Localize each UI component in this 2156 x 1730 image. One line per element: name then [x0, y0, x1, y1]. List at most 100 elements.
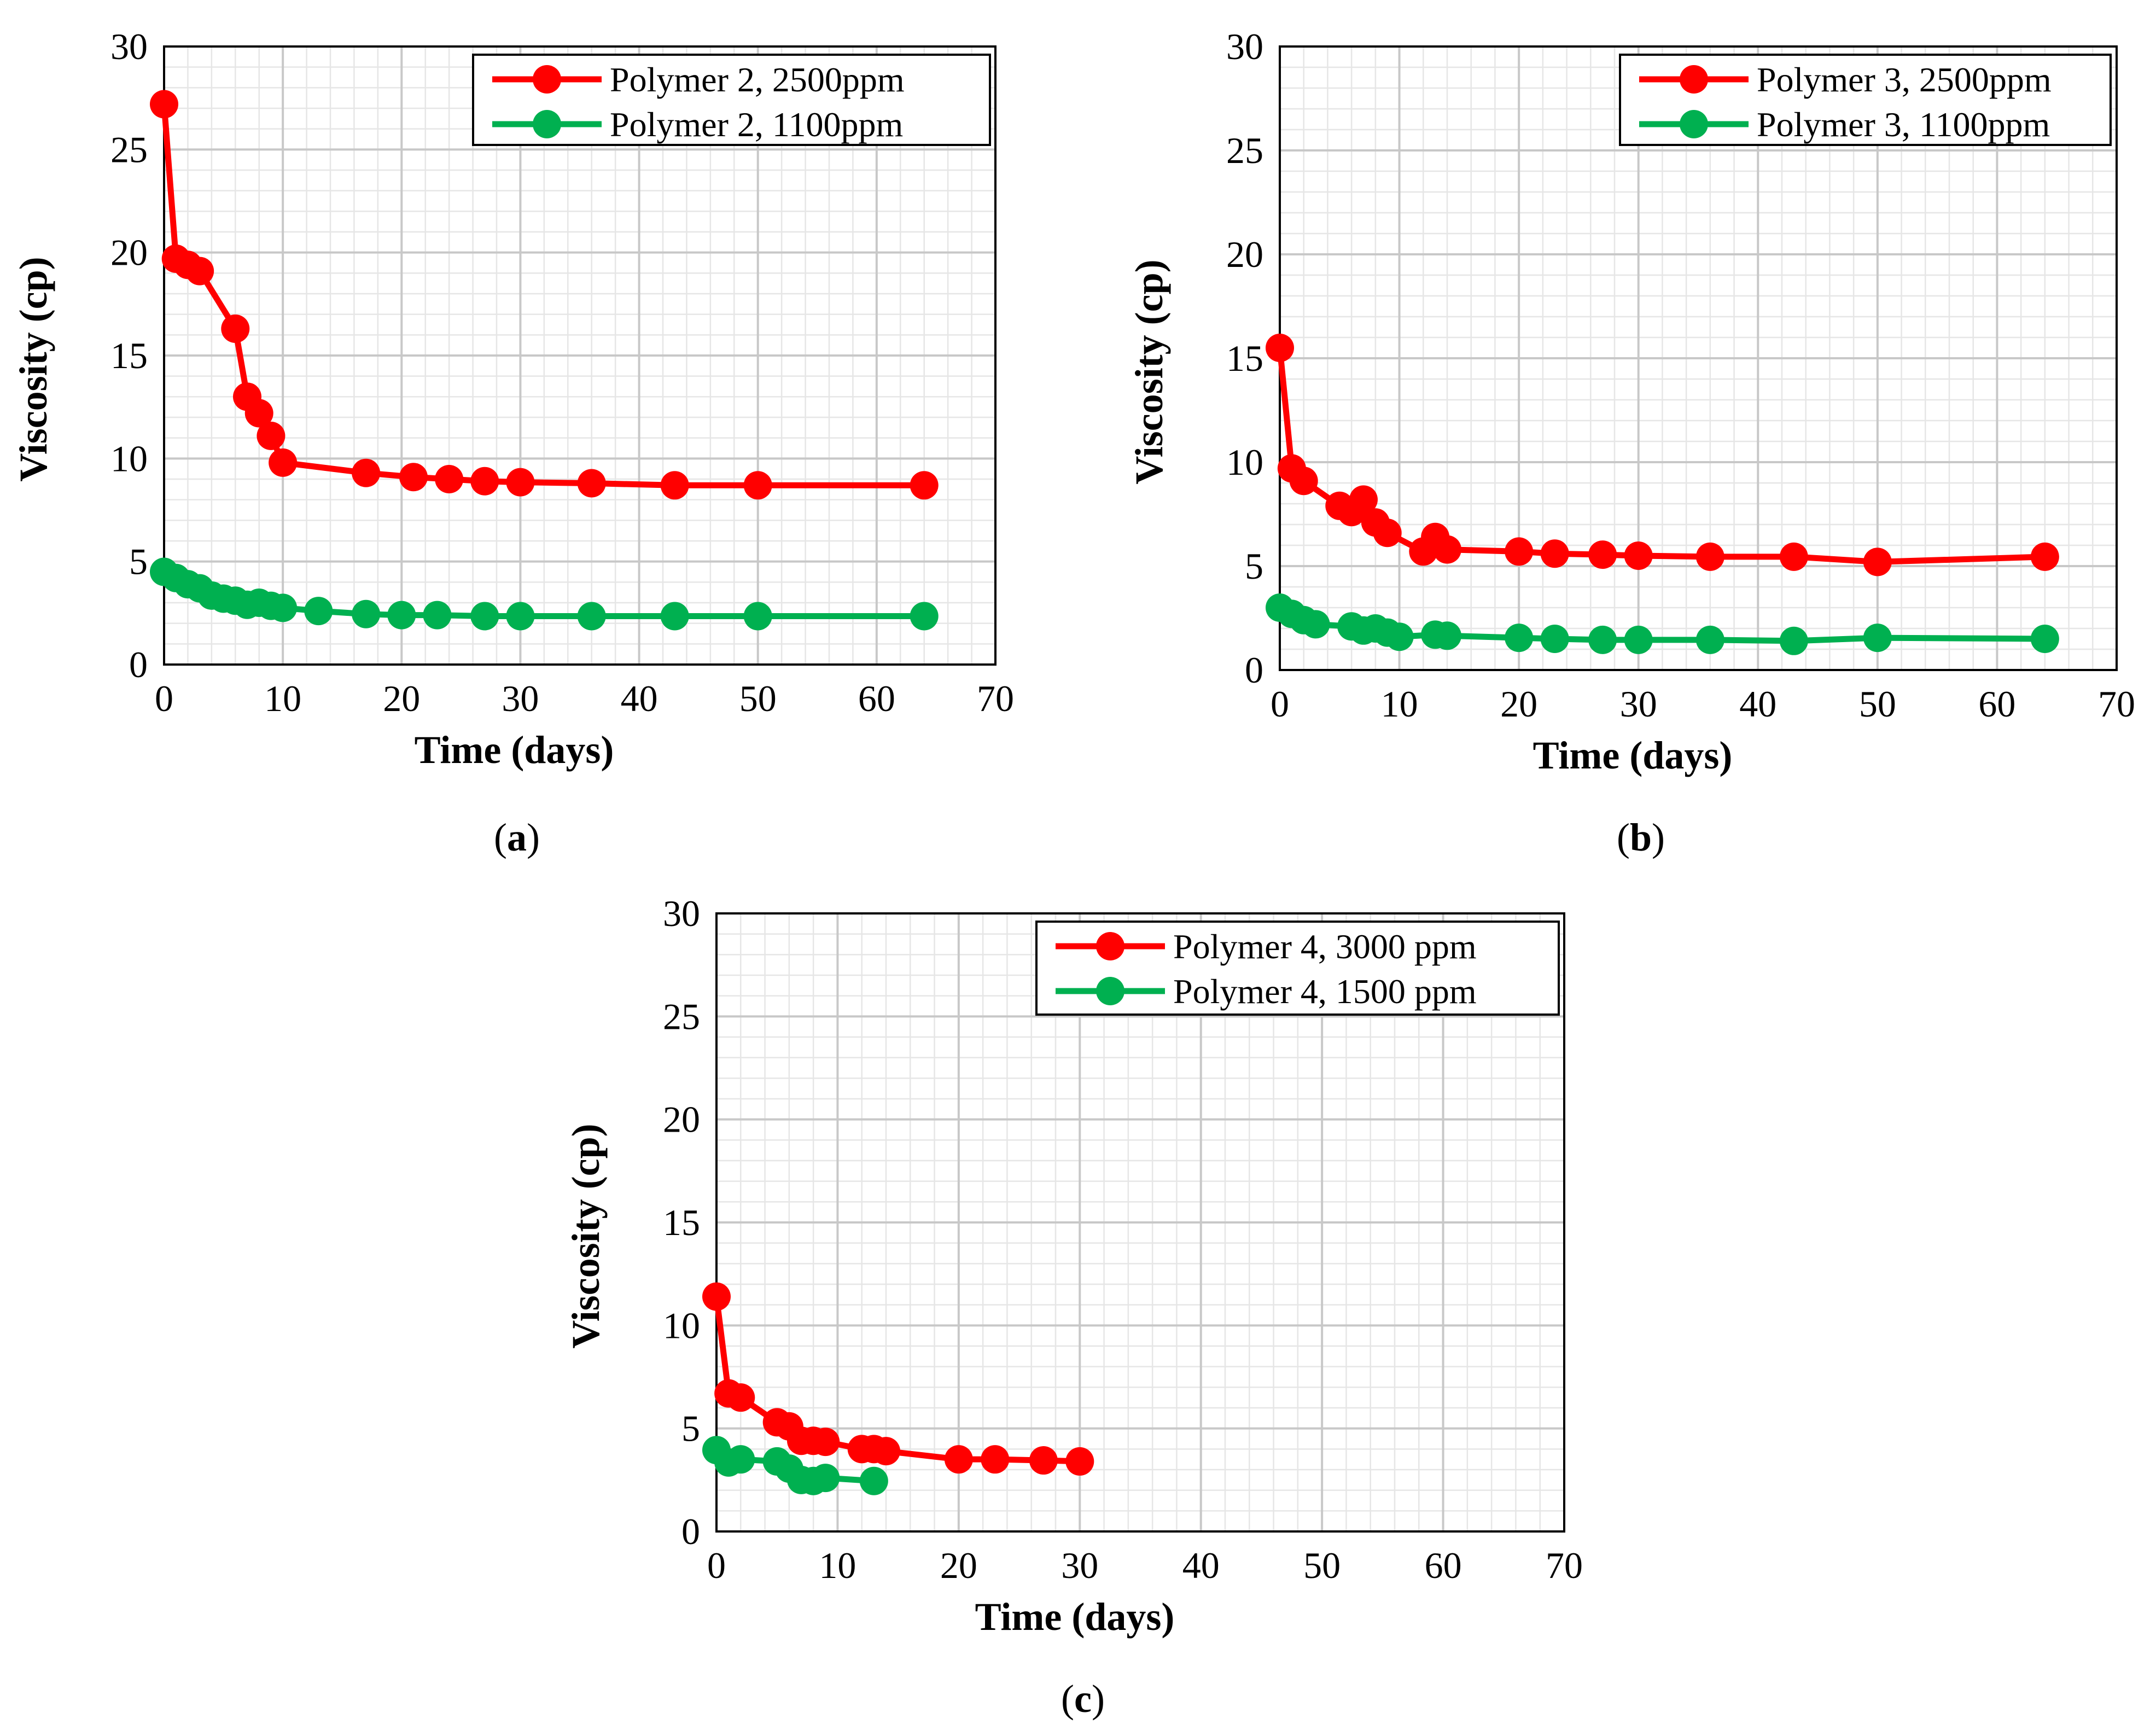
data-point — [743, 471, 772, 500]
y-tick-label: 30 — [663, 893, 700, 934]
x-tick-label: 50 — [739, 678, 777, 719]
legend-marker — [533, 110, 561, 138]
data-point — [1029, 1446, 1058, 1475]
y-tick-label: 20 — [1226, 234, 1263, 275]
x-axis-title: Time (days) — [415, 728, 614, 772]
data-point — [1588, 540, 1617, 569]
data-point — [811, 1464, 840, 1493]
data-point — [1695, 625, 1724, 654]
plot-border — [715, 912, 1565, 1533]
panel-label-close: ) — [1652, 816, 1665, 859]
y-tick-label: 5 — [129, 541, 148, 583]
y-tick-label: 10 — [110, 438, 148, 479]
panel-label-close: ) — [527, 816, 540, 859]
data-point — [1065, 1447, 1094, 1476]
panel-label-letter: a — [507, 816, 527, 859]
y-tick-label: 30 — [110, 26, 148, 67]
data-point — [981, 1445, 1010, 1474]
data-point — [304, 597, 333, 626]
data-point — [423, 601, 452, 630]
data-point — [660, 471, 689, 500]
x-tick-label: 70 — [977, 678, 1014, 719]
series-low-concentration — [1266, 593, 2059, 655]
data-point — [1505, 624, 1534, 653]
y-tick-label: 15 — [663, 1202, 700, 1243]
y-tick-label: 5 — [681, 1408, 700, 1449]
data-point — [1301, 610, 1330, 639]
data-point — [726, 1445, 755, 1474]
y-tick-label: 10 — [663, 1304, 700, 1346]
x-tick-label: 60 — [1978, 683, 2015, 725]
x-axis-title: Time (days) — [975, 1595, 1175, 1639]
data-point — [577, 602, 606, 631]
y-tick-label: 25 — [110, 129, 148, 170]
legend-marker — [1680, 110, 1708, 138]
x-tick-label: 10 — [264, 678, 301, 719]
series-low-concentration — [702, 1436, 888, 1495]
panel-label: (c) — [1061, 1677, 1105, 1721]
x-tick-label: 10 — [819, 1545, 856, 1586]
panel-label-letter: c — [1074, 1677, 1092, 1721]
chart-panel-b: 0 10 20 30 40 50 60 70 0 5 10 15 20 25 30 Time (days) Vi… — [1127, 26, 2135, 859]
data-point — [435, 465, 464, 493]
data-point — [1624, 625, 1653, 654]
data-point — [352, 599, 381, 628]
legend-entry: Polymer 2, 1100ppm — [610, 105, 903, 144]
data-point — [1863, 624, 1892, 653]
data-point — [257, 421, 285, 450]
legend: Polymer 3, 2500ppm Polymer 3, 1100ppm — [1619, 54, 2112, 146]
data-point — [399, 463, 428, 492]
data-point — [944, 1445, 973, 1474]
y-tick-label: 15 — [110, 335, 148, 376]
y-axis-title: Viscosity (cp) — [1127, 259, 1171, 484]
legend: Polymer 4, 3000 ppm Polymer 4, 1500 ppm — [1035, 921, 1560, 1016]
x-tick-label: 50 — [1303, 1545, 1341, 1586]
x-tick-label: 40 — [1739, 683, 1776, 725]
y-tick-label: 15 — [1226, 337, 1263, 379]
x-tick-label: 70 — [2098, 683, 2135, 725]
panel-label: (a) — [494, 816, 540, 859]
legend-entry: Polymer 4, 3000 ppm — [1173, 927, 1477, 966]
x-tick-label: 10 — [1381, 683, 1418, 725]
data-point — [221, 314, 250, 343]
data-point — [1540, 625, 1569, 653]
y-tick-label: 5 — [1245, 545, 1263, 587]
data-point — [1779, 542, 1808, 571]
data-point — [743, 602, 772, 631]
panel-label-open: ( — [1061, 1677, 1074, 1721]
y-tick-label: 25 — [663, 995, 700, 1037]
data-point — [185, 257, 214, 286]
legend-marker — [533, 65, 561, 94]
data-point — [859, 1466, 888, 1495]
data-point — [470, 602, 499, 631]
data-point — [1540, 539, 1569, 568]
x-tick-label: 60 — [1425, 1545, 1462, 1586]
data-point — [352, 458, 381, 487]
gridlines — [715, 912, 1565, 1533]
legend-entry: Polymer 3, 2500ppm — [1757, 60, 2052, 99]
data-point — [726, 1383, 755, 1412]
x-tick-label: 30 — [1061, 1545, 1098, 1586]
series-high-concentration — [702, 1282, 1094, 1476]
data-point — [470, 467, 499, 496]
data-point — [1289, 467, 1318, 496]
x-axis-title: Time (days) — [1533, 733, 1733, 777]
legend-marker — [1096, 932, 1124, 960]
x-tick-label: 30 — [1620, 683, 1657, 725]
x-tick-label: 70 — [1546, 1545, 1583, 1586]
y-tick-label: 0 — [1245, 649, 1263, 691]
y-tick-label: 25 — [1226, 130, 1263, 171]
data-point — [1695, 542, 1724, 571]
data-point — [506, 468, 535, 497]
legend-marker — [1680, 65, 1708, 94]
x-tick-label: 20 — [940, 1545, 977, 1586]
chart-panel-a: 0 10 20 30 40 50 60 70 0 5 10 15 20 25 30 Time (days) Vi… — [11, 26, 1014, 859]
data-point — [1863, 547, 1892, 576]
x-tick-label: 50 — [1859, 683, 1896, 725]
data-point — [660, 602, 689, 631]
x-tick-label: 60 — [858, 678, 895, 719]
legend: Polymer 2, 2500ppm Polymer 2, 1100ppm — [472, 54, 991, 146]
panel-label-open: ( — [494, 816, 507, 859]
data-point — [1624, 541, 1653, 570]
